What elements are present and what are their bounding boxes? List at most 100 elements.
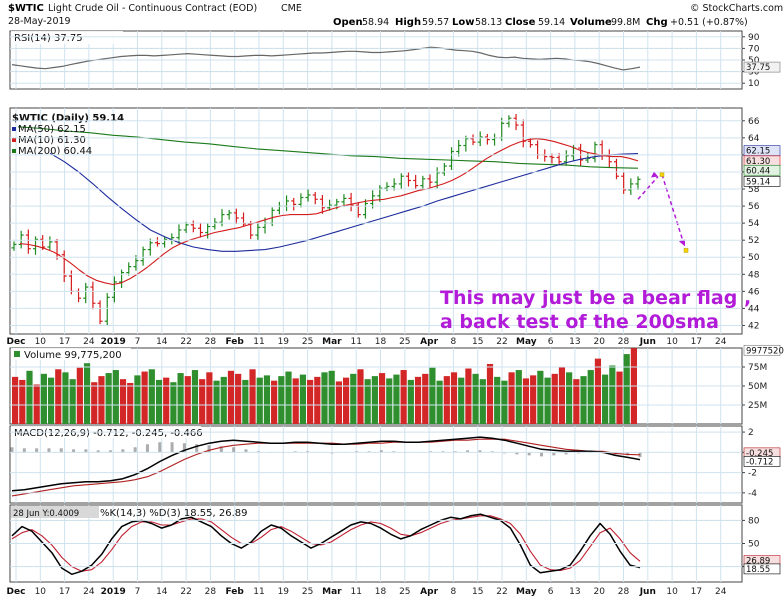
- volume-bar: [170, 382, 177, 424]
- x-tick-label: 25: [302, 337, 313, 347]
- volume-bar: [465, 368, 472, 424]
- x-tick-label: May: [516, 337, 537, 347]
- x-tick-label: 17: [691, 587, 702, 597]
- x-tick-label: 8: [451, 337, 457, 347]
- volume-bar: [594, 358, 602, 424]
- x-tick-label: 7: [135, 337, 141, 347]
- volume-bar: [55, 369, 62, 424]
- low-value: 58.13: [475, 17, 502, 28]
- volume-bar: [407, 379, 414, 424]
- volume-bar: [127, 382, 134, 424]
- volume-bar: [472, 373, 479, 424]
- x-tick-label: 24: [715, 587, 727, 597]
- price-y-ticks: 6664626058565452504846444262.1561.3060.4…: [10, 117, 781, 331]
- x-tick-label: 18: [375, 587, 387, 597]
- rsi-badge: 37.75: [746, 63, 770, 73]
- y-tick-label: 80: [748, 516, 760, 526]
- price-bar: [190, 220, 196, 233]
- volume-bar: [19, 379, 26, 424]
- volume-bar: [515, 370, 522, 424]
- x-tick-label: Dec: [7, 587, 26, 597]
- price-bar: [205, 223, 211, 239]
- price-bar: [111, 276, 117, 303]
- stoch-badge-d: 26.89: [746, 556, 770, 566]
- volume-bar: [342, 377, 350, 424]
- x-tick-label: 2019: [101, 337, 126, 347]
- macd-hist-bar: [367, 451, 371, 453]
- volume-bar: [508, 372, 515, 424]
- x-tick-label: 22: [496, 337, 507, 347]
- volume-bar: [364, 379, 371, 424]
- volume-bar: [292, 378, 299, 424]
- y-tick-label: 46: [748, 287, 760, 297]
- x-tick-label: 18: [375, 337, 387, 347]
- volume-bar: [307, 379, 314, 424]
- macd-hist-bar: [47, 448, 51, 453]
- macd-hist-bar: [564, 452, 568, 455]
- price-bar: [635, 176, 641, 190]
- macd-hist-bar: [158, 442, 162, 453]
- macd-hist-bar: [232, 447, 236, 453]
- macd-hist-bar: [59, 448, 63, 453]
- volume-bar: [609, 365, 616, 424]
- price-bar: [212, 218, 218, 230]
- macd-hist-bar: [121, 449, 125, 453]
- macd-hist-bar: [256, 451, 260, 453]
- volume-bar: [378, 373, 386, 424]
- volume-bar: [62, 372, 69, 424]
- volume-bar: [443, 376, 450, 424]
- x-tick-label: 28: [205, 587, 217, 597]
- macd-hist-bar: [490, 451, 494, 453]
- price-bar: [613, 158, 619, 180]
- y-tick-label: 25M: [748, 401, 767, 411]
- ma10-legend: MA(10) 61.30: [18, 135, 86, 146]
- y-tick-label: -4: [748, 489, 757, 499]
- x-tick-label: Mar: [322, 587, 342, 597]
- volume-bar: [119, 379, 127, 424]
- volume-bar: [328, 370, 335, 424]
- price-bar: [97, 300, 103, 325]
- macd-marks: [10, 436, 642, 497]
- volume-bar: [393, 374, 400, 424]
- x-tick-label: 19: [278, 587, 290, 597]
- macd-hist-bar: [244, 449, 248, 453]
- low-label: Low: [452, 17, 474, 28]
- close-label: Close: [505, 17, 536, 28]
- x-tick-label: 7: [135, 587, 141, 597]
- ma50-line: [49, 152, 639, 252]
- volume-bar: [47, 377, 55, 424]
- price-bar: [592, 141, 598, 163]
- x-tick-label: 8: [451, 587, 457, 597]
- macd-hist-bar: [219, 446, 223, 453]
- macd-hist-bar: [503, 452, 507, 454]
- volume-bar: [220, 376, 227, 424]
- x-tick-label: 11: [253, 587, 264, 597]
- volume-bar: [587, 370, 594, 424]
- volume-bar: [321, 372, 328, 424]
- volume-bar: [12, 376, 19, 424]
- price-bar: [449, 147, 455, 171]
- x-tick-label: Dec: [7, 337, 26, 347]
- price-bar: [312, 192, 318, 205]
- macd-line: [11, 436, 641, 492]
- macd-hist-bar: [355, 451, 359, 453]
- chart-date: 28-May-2019: [8, 16, 71, 27]
- x-tick-label: 14: [156, 337, 168, 347]
- price-bar: [427, 174, 433, 188]
- volume-bar: [573, 379, 580, 424]
- price-bar: [298, 193, 304, 208]
- y-tick-label: 30: [748, 68, 760, 78]
- price-bar: [126, 262, 132, 276]
- volume-bar: [134, 375, 141, 424]
- macd-hist-bar: [515, 452, 519, 455]
- macd-hist-bar: [182, 443, 186, 453]
- x-tick-label: 24: [83, 337, 95, 347]
- macd-hist-bar: [10, 447, 14, 453]
- stoch-badge-k-bg: [743, 563, 781, 575]
- stoch-badge-k: 18.55: [746, 565, 770, 575]
- price-bar: [11, 241, 17, 251]
